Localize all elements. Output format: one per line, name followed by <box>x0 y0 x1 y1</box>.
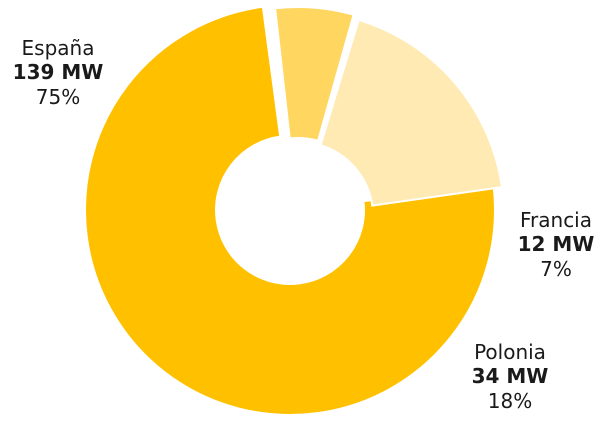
slice-value: 12 MW <box>517 232 595 257</box>
slice-name: Francia <box>519 208 592 232</box>
pie-slice-polonia <box>319 18 504 207</box>
slice-value: 139 MW <box>12 60 104 85</box>
slice-label-francia: Francia 12 MW 7% <box>506 208 606 281</box>
slice-percent: 75% <box>35 84 81 109</box>
pie-slice-espana <box>84 5 496 416</box>
slice-label-polonia: Polonia 34 MW 18% <box>458 340 562 413</box>
slice-name: España <box>21 36 95 60</box>
slice-name: Polonia <box>474 340 546 364</box>
pie-slice-francia <box>273 6 355 143</box>
slice-label-espana: España 139 MW 75% <box>2 36 114 109</box>
slice-percent: 18% <box>487 388 533 413</box>
slice-percent: 7% <box>540 256 572 281</box>
slice-value: 34 MW <box>471 364 549 389</box>
